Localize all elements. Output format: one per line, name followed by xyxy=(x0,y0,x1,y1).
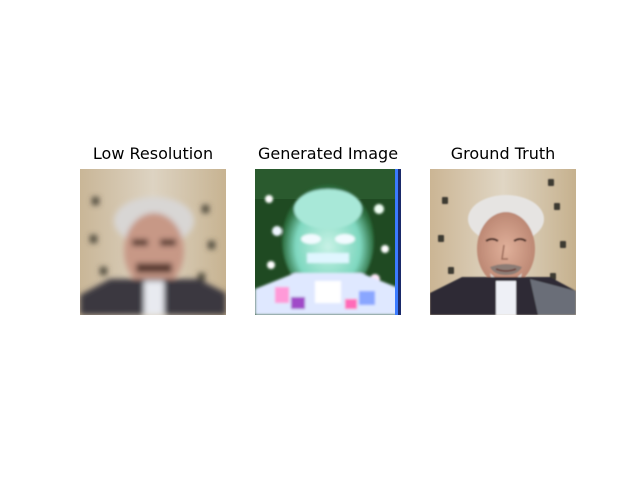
generated-image-title: Generated Image xyxy=(257,144,399,163)
ground-truth-image xyxy=(430,169,576,315)
ground-truth-title: Ground Truth xyxy=(450,144,556,163)
generated-image xyxy=(255,169,401,315)
low-resolution-image xyxy=(80,169,226,315)
low-resolution-title: Low Resolution xyxy=(92,144,214,163)
ground-truth-face-picture xyxy=(430,169,576,315)
generated-face-picture xyxy=(255,169,401,315)
low-resolution-face-picture xyxy=(80,169,226,315)
